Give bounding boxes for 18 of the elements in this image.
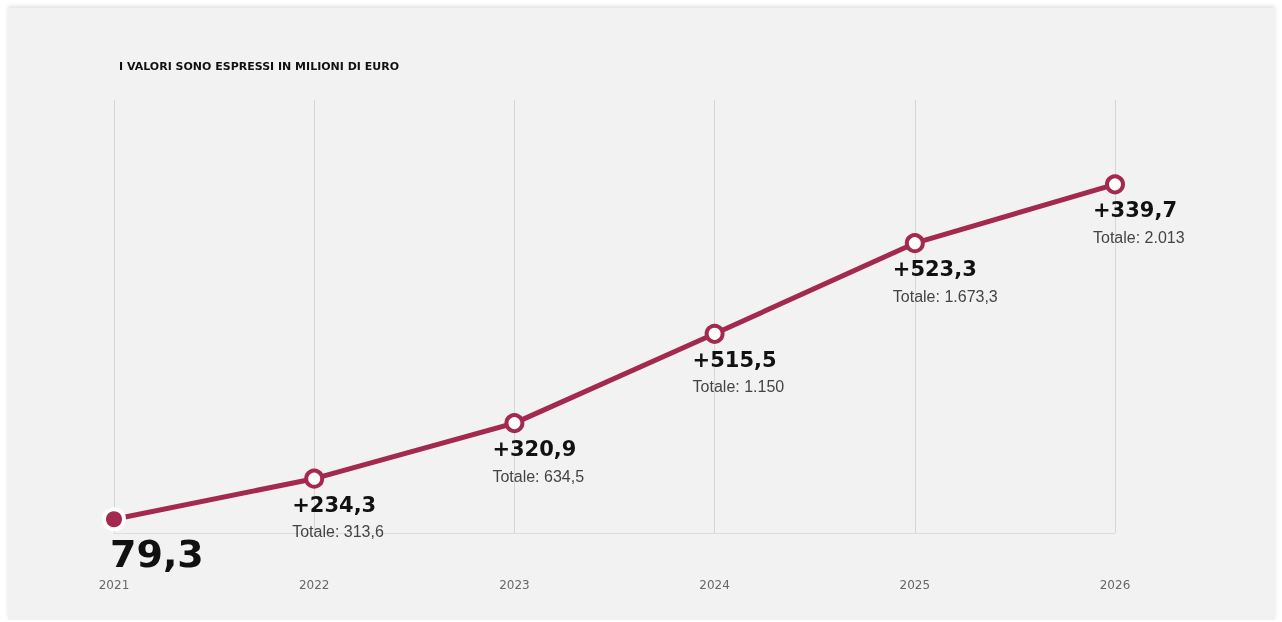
data-label: +320,9 Totale: 634,5 [492,437,585,485]
x-tick-label: 2024 [699,578,730,592]
data-label: +339,7 Totale: 2.013 [1093,198,1185,246]
data-label: +234,3 Totale: 313,6 [292,492,384,541]
chart-title: I VALORI SONO ESPRESSI IN MILIONI DI EURO [119,60,400,73]
data-label: +523,3 Totale: 1.673,3 [892,257,998,305]
point [904,233,925,254]
point [304,468,325,489]
data-label: 79,3 [110,532,204,577]
x-tick-label: 2023 [499,578,530,592]
point [704,323,725,344]
data-label: +515,5 Totale: 1.150 [692,347,785,396]
point [1105,174,1125,195]
x-tick-label: 2021 [98,578,130,592]
x-tick-label: 2026 [1099,578,1131,592]
x-tick-label: 2025 [899,578,931,592]
point [504,413,525,434]
x-tick-label: 2022 [298,578,330,592]
